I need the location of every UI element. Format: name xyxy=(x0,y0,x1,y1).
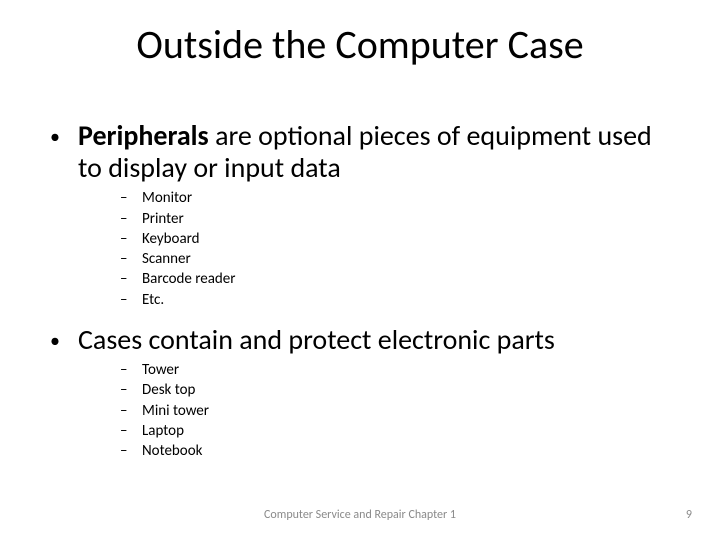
sub-text: Etc. xyxy=(142,290,670,310)
dash-icon: – xyxy=(120,360,142,380)
list-item: –Tower xyxy=(120,360,670,380)
dash-icon: – xyxy=(120,249,142,269)
list-item: –Monitor xyxy=(120,188,670,208)
sub-text: Keyboard xyxy=(142,229,670,249)
dash-icon: – xyxy=(120,229,142,249)
sub-text: Notebook xyxy=(142,441,670,461)
bullet-peripherals: • Peripherals are optional pieces of equ… xyxy=(50,120,670,184)
slide-body: • Peripherals are optional pieces of equ… xyxy=(50,120,670,475)
sub-text: Scanner xyxy=(142,249,670,269)
sub-text: Mini tower xyxy=(142,401,670,421)
sub-text: Tower xyxy=(142,360,670,380)
dash-icon: – xyxy=(120,401,142,421)
bullet-text: Peripherals are optional pieces of equip… xyxy=(78,120,670,184)
dash-icon: – xyxy=(120,380,142,400)
dash-icon: – xyxy=(120,188,142,208)
list-item: –Mini tower xyxy=(120,401,670,421)
bullet-rest: Cases contain and protect electronic par… xyxy=(78,322,555,357)
list-item: –Scanner xyxy=(120,249,670,269)
dash-icon: – xyxy=(120,209,142,229)
sub-list-peripherals: –Monitor –Printer –Keyboard –Scanner –Ba… xyxy=(120,188,670,310)
dash-icon: – xyxy=(120,269,142,289)
bullet-bold-lead: Peripherals xyxy=(78,118,209,153)
slide-title: Outside the Computer Case xyxy=(0,20,720,69)
sub-text: Barcode reader xyxy=(142,269,670,289)
sub-text: Laptop xyxy=(142,421,670,441)
dash-icon: – xyxy=(120,290,142,310)
sub-text: Desk top xyxy=(142,380,670,400)
list-item: –Notebook xyxy=(120,441,670,461)
bullet-text: Cases contain and protect electronic par… xyxy=(78,324,670,356)
list-item: –Barcode reader xyxy=(120,269,670,289)
slide: Outside the Computer Case • Peripherals … xyxy=(0,0,720,540)
sub-text: Printer xyxy=(142,209,670,229)
dash-icon: – xyxy=(120,441,142,461)
bullet-dot-icon: • xyxy=(50,324,78,353)
list-item: –Etc. xyxy=(120,290,670,310)
bullet-dot-icon: • xyxy=(50,120,78,149)
bullet-cases: • Cases contain and protect electronic p… xyxy=(50,324,670,356)
sub-text: Monitor xyxy=(142,188,670,208)
list-item: –Desk top xyxy=(120,380,670,400)
list-item: –Printer xyxy=(120,209,670,229)
footer-text: Computer Service and Repair Chapter 1 xyxy=(0,508,720,522)
list-item: –Laptop xyxy=(120,421,670,441)
sub-list-cases: –Tower –Desk top –Mini tower –Laptop –No… xyxy=(120,360,670,461)
list-item: –Keyboard xyxy=(120,229,670,249)
page-number: 9 xyxy=(686,508,692,522)
dash-icon: – xyxy=(120,421,142,441)
